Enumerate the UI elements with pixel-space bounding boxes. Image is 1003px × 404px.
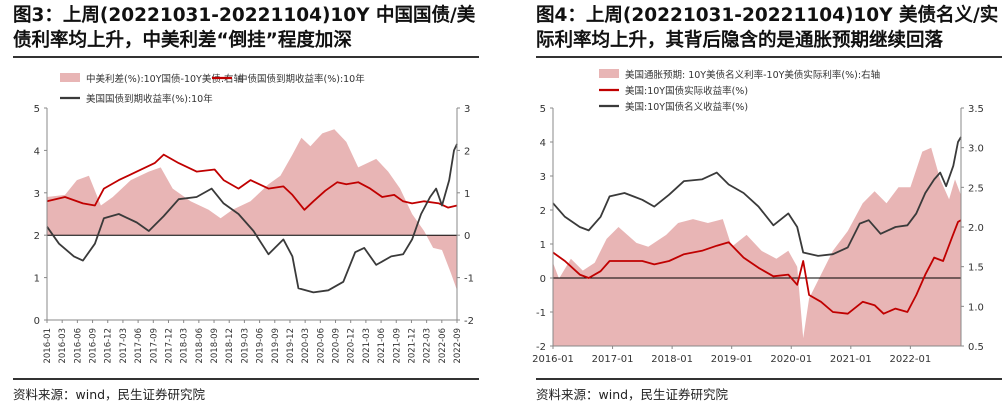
right-tick-label: 1.0 xyxy=(968,302,984,313)
x-tick-label: 2021-06 xyxy=(377,328,387,364)
left-tick-label: 5 xyxy=(34,104,40,115)
figure-3-bottom-rule xyxy=(13,378,479,380)
x-tick-label: 2018-06 xyxy=(195,328,205,364)
figure-3-panel: 图3：上周(20221031-20221104)10Y 中国国债/美 债利率均上… xyxy=(0,0,479,404)
legend-label: 美国:10Y国债实际收益率(%) xyxy=(625,85,748,97)
left-tick-label: 3 xyxy=(34,189,40,200)
x-tick-label: 2019-09 xyxy=(271,328,281,364)
series-line-red xyxy=(46,153,458,211)
series-line-black xyxy=(552,136,962,257)
figure-3-title-rule xyxy=(13,56,479,58)
left-tick-label: 2 xyxy=(540,206,546,217)
left-tick-label: 0 xyxy=(540,274,546,285)
left-tick-label: 4 xyxy=(540,138,546,149)
right-tick-label: 3.0 xyxy=(968,144,984,155)
legend-label: 美国国债到期收益率(%):10年 xyxy=(86,93,213,105)
right-tick-label: -2 xyxy=(464,316,474,327)
right-tick-label: 1.5 xyxy=(968,263,984,274)
x-tick-label: 2019-01 xyxy=(711,354,753,365)
x-tick-label: 2021-03 xyxy=(362,328,372,364)
legend-label: 美国通胀预期: 10Y美债名义利率-10Y美债实际利率(%):右轴 xyxy=(625,69,880,81)
right-tick-label: 0.5 xyxy=(968,342,984,353)
left-tick-label: 1 xyxy=(34,274,40,285)
x-tick-label: 2018-03 xyxy=(180,328,190,364)
x-tick-label: 2017-12 xyxy=(164,328,174,364)
legend-label: 美国:10Y国债名义收益率(%) xyxy=(625,101,748,113)
right-tick-label: 3 xyxy=(464,104,470,115)
left-tick-label: -2 xyxy=(536,342,546,353)
x-tick-label: 2016-09 xyxy=(89,328,99,364)
figure-3-title-line2: 债利率均上升，中美利差“倒挂”程度加深 xyxy=(13,30,352,51)
figure-4-chart: 美国通胀预期: 10Y美债名义利率-10Y美债实际利率(%):右轴美国:10Y国… xyxy=(532,69,984,365)
x-tick-label: 2021-01 xyxy=(830,354,872,365)
x-tick-label: 2022-03 xyxy=(423,328,433,364)
series-area xyxy=(47,129,457,291)
x-tick-label: 2020-12 xyxy=(347,328,357,364)
figure-3-title-line1: 图3：上周(20221031-20221104)10Y 中国国债/美 xyxy=(13,5,476,26)
series-area xyxy=(553,147,961,346)
x-tick-label: 2021-09 xyxy=(392,328,402,364)
left-tick-label: 0 xyxy=(34,316,40,327)
figure-4-source: 资料来源：wind，民生证券研究院 xyxy=(536,387,729,402)
x-tick-label: 2020-06 xyxy=(316,328,326,364)
figure-4-title-line1: 图4：上周(20221031-20221104)10Y 美债名义/实 xyxy=(536,5,999,26)
x-tick-label: 2022-06 xyxy=(438,328,448,364)
x-tick-label: 2019-06 xyxy=(256,328,266,364)
right-tick-label: 2 xyxy=(464,146,470,157)
x-tick-label: 2022-09 xyxy=(453,328,463,364)
left-tick-label: 2 xyxy=(34,231,40,242)
legend-label: 中债国债到期收益率(%):10年 xyxy=(238,73,365,85)
figure-4-title: 图4：上周(20221031-20221104)10Y 美债名义/实 际利率均上… xyxy=(536,3,1003,53)
figure-3-chart: 中美利差(%):10Y国债-10Y美债:右轴中债国债到期收益率(%):10年美国… xyxy=(34,73,474,364)
right-tick-label: 1 xyxy=(464,189,470,200)
figure-3-source: 资料来源：wind，民生证券研究院 xyxy=(13,387,206,402)
x-tick-label: 2018-09 xyxy=(210,328,220,364)
x-tick-label: 2018-01 xyxy=(651,354,693,365)
legend-swatch-area xyxy=(60,73,80,82)
x-tick-label: 2018-12 xyxy=(225,328,235,364)
series-line-red xyxy=(552,219,962,315)
x-tick-label: 2016-12 xyxy=(104,328,114,364)
right-tick-label: 0 xyxy=(464,231,470,242)
left-tick-label: 3 xyxy=(540,172,546,183)
x-tick-label: 2019-03 xyxy=(240,328,250,364)
x-tick-label: 2017-09 xyxy=(149,328,159,364)
x-tick-label: 2017-03 xyxy=(119,328,129,364)
x-tick-label: 2016-01 xyxy=(43,328,53,364)
figure-4-bottom-rule xyxy=(536,378,1002,380)
x-tick-label: 2016-01 xyxy=(532,354,574,365)
x-tick-label: 2019-12 xyxy=(286,328,296,364)
x-tick-label: 2020-01 xyxy=(770,354,812,365)
left-tick-label: 4 xyxy=(34,146,40,157)
figure-3-title: 图3：上周(20221031-20221104)10Y 中国国债/美 债利率均上… xyxy=(13,3,483,53)
x-tick-label: 2017-01 xyxy=(592,354,634,365)
figure-4-title-line2: 际利率均上升，其背后隐含的是通胀预期继续回落 xyxy=(536,30,944,51)
x-tick-label: 2016-06 xyxy=(73,328,83,364)
x-tick-label: 2020-03 xyxy=(301,328,311,364)
series-line-black xyxy=(46,143,458,294)
right-tick-label: 2.0 xyxy=(968,223,984,234)
legend-swatch-area xyxy=(599,69,619,78)
x-tick-label: 2022-01 xyxy=(889,354,931,365)
figure-4-title-rule xyxy=(536,56,1002,58)
left-tick-label: 1 xyxy=(540,240,546,251)
x-tick-label: 2016-03 xyxy=(58,328,68,364)
legend-label: 中美利差(%):10Y国债-10Y美债:右轴 xyxy=(86,73,243,85)
right-tick-label: 2.5 xyxy=(968,183,984,194)
x-tick-label: 2017-06 xyxy=(134,328,144,364)
left-tick-label: -1 xyxy=(536,308,546,319)
figure-4-panel: 图4：上周(20221031-20221104)10Y 美债名义/实 际利率均上… xyxy=(523,0,1003,404)
right-tick-label: 3.5 xyxy=(968,104,984,115)
x-tick-label: 2021-12 xyxy=(407,328,417,364)
x-tick-label: 2020-09 xyxy=(332,328,342,364)
right-tick-label: -1 xyxy=(464,274,474,285)
left-tick-label: 5 xyxy=(540,104,546,115)
